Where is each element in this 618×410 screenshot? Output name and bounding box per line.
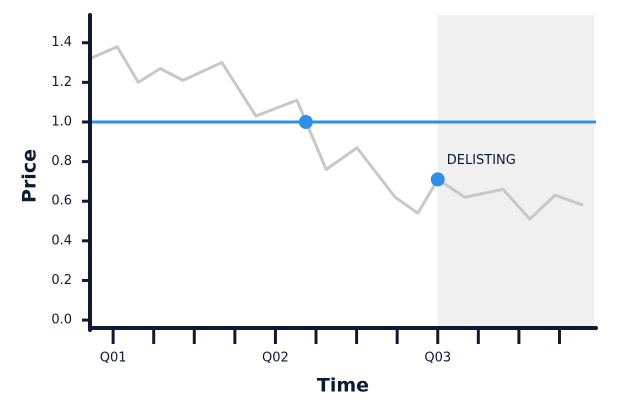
y-tick-label: 0.8 — [51, 154, 72, 169]
x-tick-label: Q02 — [262, 351, 289, 366]
x-tick-label: Q03 — [424, 351, 451, 366]
x-tick-label: Q01 — [100, 351, 127, 366]
shaded-region — [437, 15, 594, 328]
x-axis-title: Time — [317, 375, 369, 397]
y-tick-label: 0.0 — [51, 313, 72, 328]
y-tick-label: 0.6 — [51, 194, 72, 209]
marker-label: DELISTING — [447, 153, 516, 168]
y-tick-label: 0.4 — [51, 233, 72, 248]
marker — [430, 172, 445, 187]
y-tick-label: 1.4 — [51, 35, 72, 50]
y-axis-title: Price — [19, 149, 41, 203]
marker — [298, 114, 313, 129]
y-tick-label: 1.2 — [51, 75, 72, 90]
price-line — [89, 45, 584, 221]
y-tick-label: 1.0 — [51, 114, 72, 129]
y-tick-label: 0.2 — [51, 273, 72, 288]
